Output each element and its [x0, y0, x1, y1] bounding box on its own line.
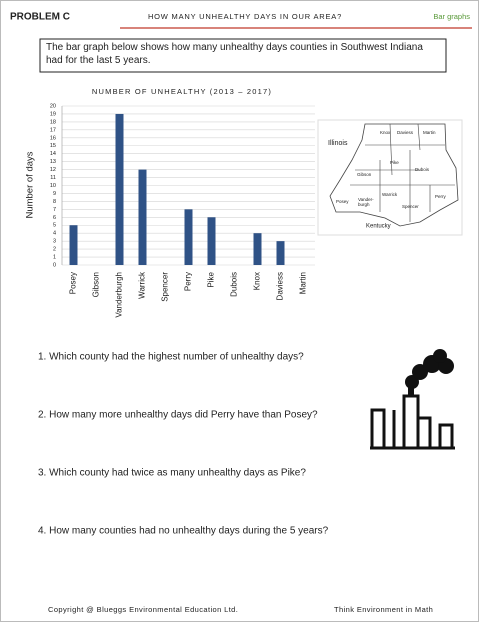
- map-label: burgh: [358, 202, 370, 207]
- y-tick-label: 6: [53, 215, 56, 221]
- x-tick-label: Pike: [207, 271, 216, 287]
- y-tick-label: 11: [50, 175, 56, 181]
- y-tick-label: 20: [50, 103, 56, 109]
- bar: [207, 217, 216, 265]
- map-label: Kentucky: [366, 224, 391, 230]
- y-tick-label: 18: [50, 119, 56, 125]
- y-tick-label: 8: [53, 199, 56, 205]
- bar: [184, 209, 193, 265]
- bar: [276, 241, 285, 265]
- map-label: Warrick: [382, 192, 398, 197]
- map: Illinois Knox Daviess Martin Pike Dubois…: [317, 119, 463, 236]
- intro-wrap: The bar graph below shows how many unhea…: [46, 42, 423, 66]
- y-tick-label: 19: [50, 111, 56, 117]
- map-outline: [329, 123, 459, 227]
- x-tick-label: Knox: [253, 272, 262, 290]
- x-tick-label: Gibson: [92, 272, 101, 297]
- y-tick-label: 17: [50, 127, 56, 133]
- x-tick-label: Dubois: [230, 272, 239, 297]
- y-tick-label: 13: [50, 159, 56, 165]
- bar: [253, 233, 262, 265]
- factory-icon: [370, 349, 455, 450]
- question: 3. Which county had twice as many unheal…: [38, 468, 306, 479]
- intro-box: [39, 38, 447, 73]
- map-label: Daviess: [397, 130, 414, 135]
- y-tick-label: 2: [53, 247, 56, 253]
- y-tick-label: 7: [53, 207, 56, 213]
- y-tick-label: 12: [50, 167, 56, 173]
- x-tick-label: Spencer: [161, 272, 170, 302]
- map-label: Spencer: [402, 204, 419, 209]
- x-tick-label: Martin: [299, 272, 308, 294]
- map-label: Gibson: [357, 172, 372, 177]
- y-tick-label: 3: [53, 239, 56, 245]
- bar: [69, 225, 78, 265]
- map-label: Knox: [380, 130, 391, 135]
- y-tick-label: 0: [53, 262, 56, 268]
- footer-right: Think Environment in Math: [334, 605, 433, 614]
- map-label: Perry: [435, 194, 447, 199]
- problem-label: PROBLEM C: [10, 12, 70, 23]
- x-tick-label: Warrick: [138, 271, 147, 299]
- map-label: Dubois: [415, 167, 430, 172]
- x-tick-label: Vanderburgh: [115, 272, 124, 318]
- county-borders: [350, 123, 455, 222]
- y-tick-label: 9: [53, 191, 56, 197]
- y-tick-label: 1: [53, 255, 56, 261]
- intro-text: The bar graph below shows how many unhea…: [46, 42, 423, 66]
- y-tick-label: 10: [50, 183, 56, 189]
- y-tick-label: 15: [50, 143, 56, 149]
- footer-left: Copyright @ Blueggs Environmental Educat…: [48, 605, 238, 614]
- y-tick-label: 14: [50, 151, 56, 157]
- x-tick-label: Posey: [69, 272, 78, 294]
- y-tick-label: 4: [53, 231, 56, 237]
- question: 1. Which county had the highest number o…: [38, 352, 304, 363]
- y-tick-label: 16: [50, 135, 56, 141]
- map-label: Pike: [390, 160, 399, 165]
- question: 4. How many counties had no unhealthy da…: [38, 526, 329, 537]
- map-label: Illinois: [328, 140, 348, 147]
- y-axis-label: Number of days: [25, 151, 36, 218]
- header-title: HOW MANY UNHEALTHY DAYS IN OUR AREA?: [148, 12, 342, 21]
- x-tick-label: Perry: [184, 272, 193, 291]
- x-tick-label: Daviess: [276, 272, 285, 300]
- bar: [138, 169, 147, 265]
- question: 2. How many more unhealthy days did Perr…: [38, 410, 318, 421]
- bar: [115, 113, 124, 265]
- chart-title: NUMBER OF UNHEALTHY (2013 – 2017): [92, 87, 272, 96]
- map-label: Vander-: [358, 197, 374, 202]
- header-tag: Bar graphs: [433, 12, 470, 21]
- map-label: Posey: [336, 199, 349, 204]
- map-label: Martin: [423, 130, 436, 135]
- y-tick-label: 5: [53, 223, 56, 229]
